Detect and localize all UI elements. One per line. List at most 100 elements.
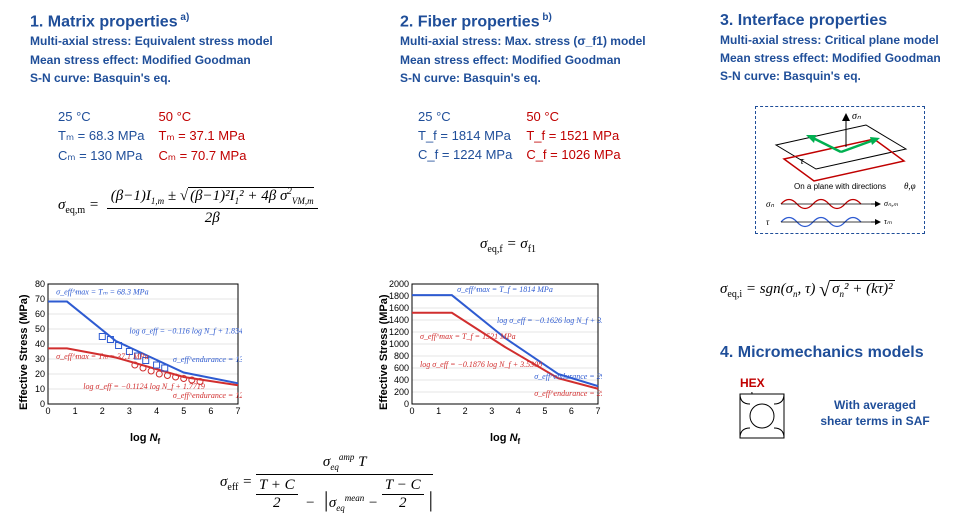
sec1-sub3: S-N curve: Basquin's eq. [30, 70, 370, 86]
svg-text:6: 6 [569, 406, 574, 416]
svg-text:1: 1 [436, 406, 441, 416]
svg-text:σ_eff^max = Tₘ = 37.1 MPa: σ_eff^max = Tₘ = 37.1 MPa [56, 352, 148, 361]
sec1-25c-hdr: 25 °C [52, 108, 151, 125]
svg-text:0: 0 [404, 399, 409, 409]
svg-text:600: 600 [394, 363, 409, 373]
svg-text:τₘ: τₘ [884, 217, 892, 226]
svg-text:2: 2 [100, 406, 105, 416]
sec1-title-text: 1. Matrix properties [30, 13, 178, 30]
svg-text:σₙ: σₙ [766, 199, 774, 209]
sec1-params: 25 °C 50 °C Tₘ = 68.3 MPa Tₘ = 37.1 MPa … [50, 106, 254, 167]
sec2-params: 25 °C 50 °C T_f = 1814 MPa T_f = 1521 MP… [410, 106, 629, 165]
hex-note-l2: shear terms in SAF [820, 414, 929, 428]
sec1-chart: 0102030405060708001234567σ_eff^max = Tₘ … [20, 278, 242, 431]
svg-text:10: 10 [35, 384, 45, 394]
svg-text:σₙ: σₙ [852, 111, 862, 122]
svg-text:2: 2 [463, 406, 468, 416]
svg-text:3: 3 [127, 406, 132, 416]
svg-text:30: 30 [35, 354, 45, 364]
sec2-Tf25: T_f = 1814 MPa [412, 127, 518, 144]
svg-text:800: 800 [394, 351, 409, 361]
svg-text:1200: 1200 [389, 327, 409, 337]
svg-text:θ,φ: θ,φ [904, 181, 916, 191]
svg-text:σ_eff^endurance = 298 MPa: σ_eff^endurance = 298 MPa [534, 372, 602, 381]
sec3-sub2: Mean stress effect: Modified Goodman [720, 50, 970, 66]
svg-text:70: 70 [35, 294, 45, 304]
sec3-title: 3. Interface properties [720, 12, 970, 30]
svg-text:3: 3 [489, 406, 494, 416]
sec1-formula: σeq,m = (β−1)I1,m ± √(β−1)²I1² + 4β σ2VM… [58, 186, 378, 227]
hex-unit-cell-icon [738, 392, 786, 440]
svg-text:σₙ,ₘ: σₙ,ₘ [884, 199, 898, 208]
svg-text:1600: 1600 [389, 303, 409, 313]
sec1-title-sup: a) [178, 12, 190, 23]
sec2-Tf50: T_f = 1521 MPa [520, 127, 626, 144]
sec1-title: 1. Matrix properties a) [30, 12, 370, 31]
svg-text:log σ_eff = −0.1124 log N_f +: log σ_eff = −0.1124 log N_f + 1.7719 [83, 382, 205, 391]
svg-text:7: 7 [595, 406, 600, 416]
sec2-chart: 0200400600800100012001400160018002000012… [380, 278, 602, 431]
svg-text:400: 400 [394, 375, 409, 385]
svg-text:σ_eff^max = Tₘ = 68.3 MPa: σ_eff^max = Tₘ = 68.3 MPa [56, 288, 148, 297]
svg-text:τ: τ [766, 217, 770, 227]
hex-note: With averaged shear terms in SAF [800, 398, 950, 429]
sec1-Cm25: Cₘ = 130 MPa [52, 147, 151, 165]
hex-note-l1: With averaged [834, 398, 916, 412]
sec2-Cf50: C_f = 1026 MPa [520, 146, 626, 163]
sec3-schematic: σₙ τ On a plane with directions θ,φ σₙ σ… [755, 106, 925, 234]
svg-text:40: 40 [35, 339, 45, 349]
svg-text:6: 6 [208, 406, 213, 416]
sec1-Cm50: Cₘ = 70.7 MPa [153, 147, 253, 165]
section-matrix: 1. Matrix properties a) Multi-axial stre… [30, 12, 370, 86]
sigma-eff-formula: σeff = σeqamp T T + C2 − |σeqmean − T − … [220, 452, 433, 513]
svg-text:5: 5 [181, 406, 186, 416]
sec2-sub2: Mean stress effect: Modified Goodman [400, 52, 700, 68]
svg-text:20: 20 [35, 369, 45, 379]
sec2-50c-hdr: 50 °C [520, 108, 626, 125]
svg-text:0: 0 [409, 406, 414, 416]
sec2-xlabel: log Nf [490, 432, 520, 446]
sec2-sub3: S-N curve: Basquin's eq. [400, 70, 700, 86]
svg-text:τ: τ [800, 155, 805, 167]
svg-text:4: 4 [516, 406, 521, 416]
sec1-xlabel: log Nf [130, 432, 160, 446]
section-interface: 3. Interface properties Multi-axial stre… [720, 12, 970, 85]
svg-text:1800: 1800 [389, 291, 409, 301]
sec2-Cf25: C_f = 1224 MPa [412, 146, 518, 163]
sec1-Tm25: Tₘ = 68.3 MPa [52, 127, 151, 145]
svg-text:7: 7 [235, 406, 240, 416]
sec2-title-text: 2. Fiber properties [400, 13, 540, 30]
sec1-ylabel: Effective Stress (MPa) [18, 294, 30, 410]
svg-text:0: 0 [40, 399, 45, 409]
svg-text:σ_eff^max = T_f = 1814 MPa: σ_eff^max = T_f = 1814 MPa [457, 285, 553, 294]
svg-text:4: 4 [154, 406, 159, 416]
sec4-title: 4. Micromechanics models [720, 344, 924, 362]
sec2-ylabel: Effective Stress (MPa) [378, 294, 390, 410]
svg-text:σ_eff^endurance = 254 MPa: σ_eff^endurance = 254 MPa [534, 389, 602, 398]
svg-text:50: 50 [35, 324, 45, 334]
sec2-sub1: Multi-axial stress: Max. stress (σ_f1) m… [400, 33, 700, 49]
hex-label: HEX [740, 376, 765, 390]
svg-text:5: 5 [542, 406, 547, 416]
critical-plane-icon: σₙ τ On a plane with directions θ,φ σₙ σ… [756, 107, 926, 235]
sec2-25c-hdr: 25 °C [412, 108, 518, 125]
svg-text:0: 0 [45, 406, 50, 416]
svg-text:200: 200 [394, 387, 409, 397]
svg-text:2000: 2000 [389, 279, 409, 289]
svg-text:σ_eff^max = T_f = 1521 MPa: σ_eff^max = T_f = 1521 MPa [420, 332, 516, 341]
section-fiber: 2. Fiber properties b) Multi-axial stres… [400, 12, 700, 86]
sec2-formula: σeq,f = σf1 [480, 236, 536, 255]
sec2-title-sup: b) [540, 12, 552, 23]
sec3-sub1: Multi-axial stress: Critical plane model [720, 32, 970, 48]
svg-text:log σ_eff = −0.116 log N_f + 1: log σ_eff = −0.116 log N_f + 1.8344 [129, 327, 242, 336]
sec1-sub1: Multi-axial stress: Equivalent stress mo… [30, 33, 370, 49]
sec1-50c-hdr: 50 °C [153, 108, 253, 125]
sec3-sub3: S-N curve: Basquin's eq. [720, 68, 970, 84]
svg-text:1: 1 [73, 406, 78, 416]
sec1-sub2: Mean stress effect: Modified Goodman [30, 52, 370, 68]
svg-text:log σ_eff = −0.1876 log N_f +: log σ_eff = −0.1876 log N_f + 3.5308 [420, 360, 542, 369]
svg-text:80: 80 [35, 279, 45, 289]
sec2-title: 2. Fiber properties b) [400, 12, 700, 31]
svg-text:σ_eff^endurance = 12.5 MPa: σ_eff^endurance = 12.5 MPa [173, 391, 242, 400]
svg-text:σ_eff^endurance = 13.8 MPa: σ_eff^endurance = 13.8 MPa [173, 355, 242, 364]
